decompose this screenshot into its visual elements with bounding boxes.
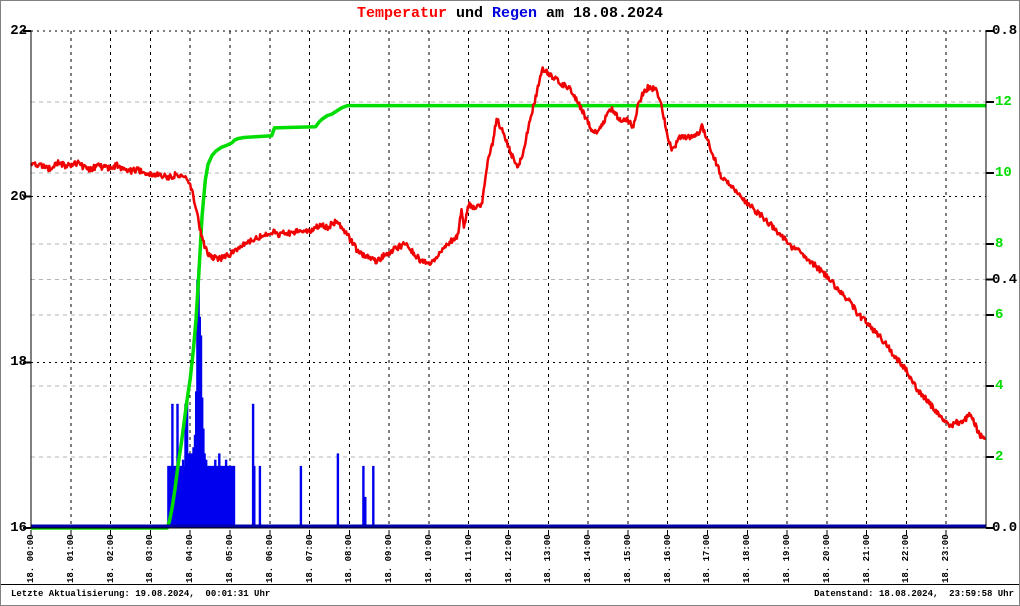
rain-rate-bar <box>181 459 185 528</box>
rain-rate-bar <box>220 465 224 528</box>
rain-rate-bar <box>258 465 262 528</box>
rain-rate-bar <box>203 453 206 528</box>
rain-rate-bar <box>168 465 171 528</box>
rain-rate-bar <box>216 465 220 528</box>
rain-rate-bars <box>167 267 375 529</box>
rain-rate-bar <box>372 465 375 528</box>
rain-rate-bar <box>251 403 255 529</box>
rain-rate-bar <box>226 465 229 528</box>
rain-rate-bar <box>362 465 365 528</box>
temperature-line <box>29 66 986 441</box>
title-temperature-word: Temperatur <box>356 5 447 22</box>
rain-rate-bar <box>299 465 303 528</box>
rain-rate-bar <box>184 403 187 529</box>
axes <box>23 30 994 535</box>
rain-rate-bar <box>230 465 233 528</box>
rain-rate-bar <box>222 465 225 528</box>
rain-rate-bar <box>189 453 193 528</box>
rain-rate-bar <box>197 267 200 528</box>
rain-rate-bar <box>206 465 209 528</box>
title-rain-word: Regen <box>491 5 537 22</box>
title-und-word: und <box>446 5 492 22</box>
rain-rate-bar <box>218 453 221 528</box>
rain-rate-bar <box>188 453 191 528</box>
last-update-text: Letzte Aktualisierung: 19.08.2024, 00:01… <box>11 589 271 599</box>
rain-rate-bar <box>192 447 195 528</box>
rain-rate-bar <box>232 465 236 528</box>
rain-rate-bar <box>180 465 183 528</box>
rain-rate-bar <box>214 459 217 528</box>
rain-rate-bar <box>364 496 367 528</box>
rain-sum-line <box>31 103 986 530</box>
chart-title: Temperatur und Regen am 18.08.2024 <box>1 5 1019 22</box>
rain-rate-bar <box>185 397 189 528</box>
rain-rate-bar <box>177 465 181 528</box>
rain-rate-bar <box>336 453 340 528</box>
data-state-text: Datenstand: 18.08.2024, 23:59:58 Uhr <box>814 589 1014 599</box>
rain-rate-bar <box>210 465 213 528</box>
rain-rate-bar <box>228 465 232 528</box>
rain-rate-bar <box>212 465 216 528</box>
rain-rate-bar <box>253 465 256 528</box>
footer-separator-line <box>1 584 1019 585</box>
rain-rate-bar <box>224 459 228 528</box>
title-date-part: am 18.08.2024 <box>537 5 664 22</box>
